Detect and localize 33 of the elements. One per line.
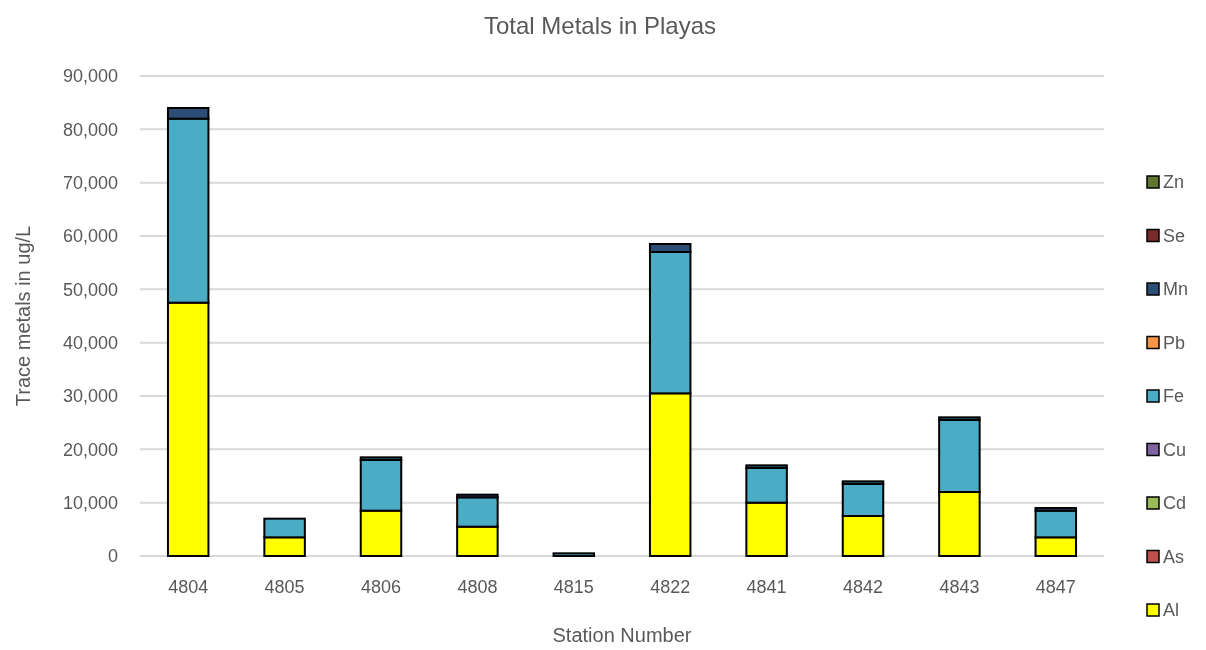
x-tick-label: 4806 [360,577,402,597]
y-tick-label: 80,000 [62,119,118,140]
bar [552,552,596,557]
x-tick-label: 4847 [1035,577,1076,597]
y-axis-title: Trace metals in ug/L [12,225,34,407]
y-tick-label: 40,000 [62,332,118,353]
x-tick-label: 4815 [553,577,594,597]
legend-label: Fe [1163,386,1185,407]
x-tick-label: 4841 [746,577,787,597]
y-tick-label: 10,000 [62,492,118,513]
x-tick-label: 4842 [842,577,884,597]
legend-label: Cd [1163,493,1187,514]
y-tick-label: 20,000 [62,439,118,460]
y-tick-label: 60,000 [62,226,118,247]
legend-label: Se [1163,225,1186,246]
chart-title: Total Metals in Playas [483,12,717,39]
y-tick-label: 0 [107,546,118,567]
y-tick-label: 90,000 [62,66,118,87]
x-tick-label: 4805 [264,577,305,597]
x-tick-label: 4808 [457,577,498,597]
y-tick-label: 50,000 [62,279,118,300]
legend-label: Mn [1163,279,1189,300]
x-tick-label: 4843 [939,577,980,597]
y-tick-label: 30,000 [62,386,118,407]
legend-label: Al [1163,600,1180,621]
x-tick-label: 4804 [168,577,209,597]
y-tick-label: 70,000 [62,172,118,193]
legend-label: Zn [1163,172,1185,193]
legend-label: As [1163,546,1185,567]
x-axis-title: Station Number [552,624,692,646]
legend-label: Pb [1163,332,1186,353]
legend-label: Cu [1163,439,1187,460]
x-tick-label: 4822 [650,577,691,597]
